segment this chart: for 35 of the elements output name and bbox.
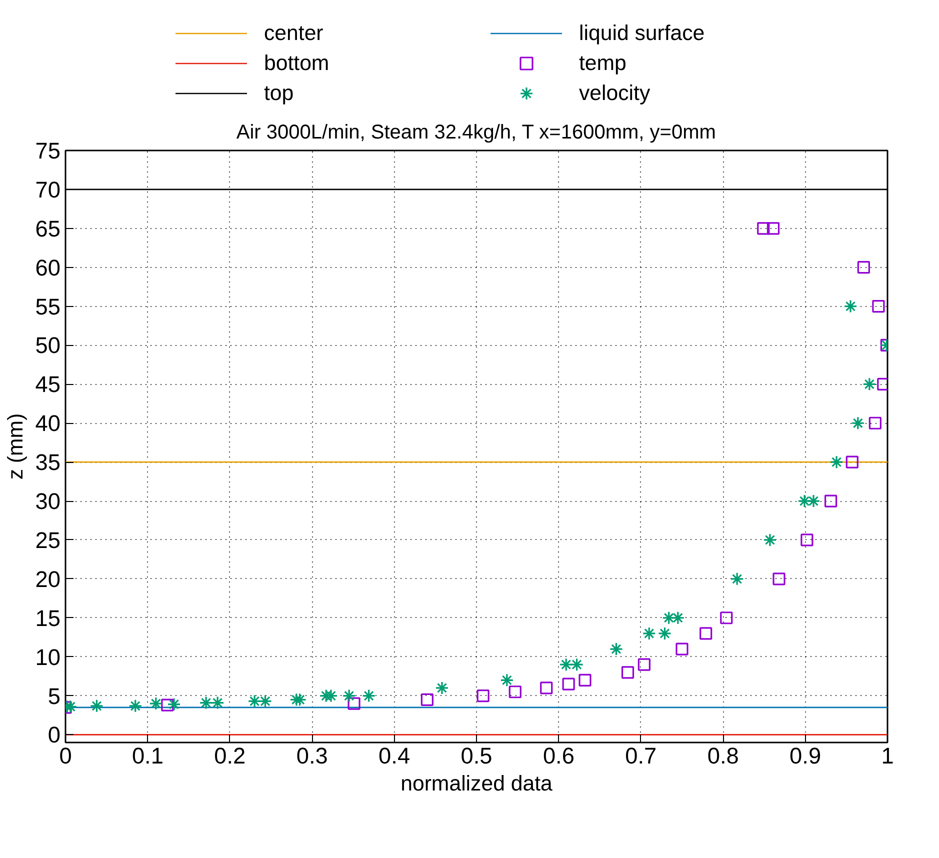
x-axis-title: normalized data — [400, 772, 553, 796]
y-tick-label: 5 — [48, 682, 61, 709]
legend-label: liquid surface — [579, 20, 706, 46]
legend-label: top — [264, 80, 295, 106]
x-tick-label: 0.6 — [542, 742, 574, 768]
y-tick-label: 30 — [35, 488, 60, 514]
y-tick-label: 75 — [35, 138, 60, 164]
y-tick-label: 10 — [35, 644, 60, 670]
y-tick-label: 0 — [48, 722, 61, 748]
y-tick-label: 45 — [35, 371, 60, 398]
legend-label: velocity — [579, 80, 652, 106]
legend-label: temp — [579, 50, 628, 76]
legend-label: center — [264, 20, 324, 46]
x-tick-label: 0.2 — [214, 742, 246, 768]
y-tick-label: 70 — [35, 176, 60, 202]
y-tick-label: 20 — [35, 566, 60, 592]
x-tick-label: 0.5 — [460, 742, 492, 768]
y-tick-label: 15 — [35, 604, 60, 631]
x-tick-label: 0.8 — [707, 742, 739, 768]
y-tick-label: 65 — [35, 215, 60, 242]
y-tick-label: 40 — [35, 410, 60, 436]
x-tick-label: 0.4 — [378, 742, 410, 768]
x-tick-label: 0.7 — [625, 742, 657, 768]
y-tick-label: 35 — [35, 449, 60, 476]
x-tick-label: 0.3 — [296, 742, 328, 768]
x-tick-label: 0.9 — [790, 742, 822, 768]
y-axis-title: z (mm) — [3, 413, 28, 480]
y-tick-label: 55 — [35, 293, 60, 320]
x-tick-label: 0.1 — [132, 742, 164, 768]
legend-label: bottom — [264, 50, 330, 76]
x-tick-label: 1 — [881, 742, 894, 768]
y-tick-label: 50 — [35, 332, 60, 358]
y-tick-label: 60 — [35, 254, 60, 280]
y-tick-label: 25 — [35, 526, 60, 553]
chart-title: Air 3000L/min, Steam 32.4kg/h, T x=1600mm, y=0mm — [236, 122, 716, 144]
